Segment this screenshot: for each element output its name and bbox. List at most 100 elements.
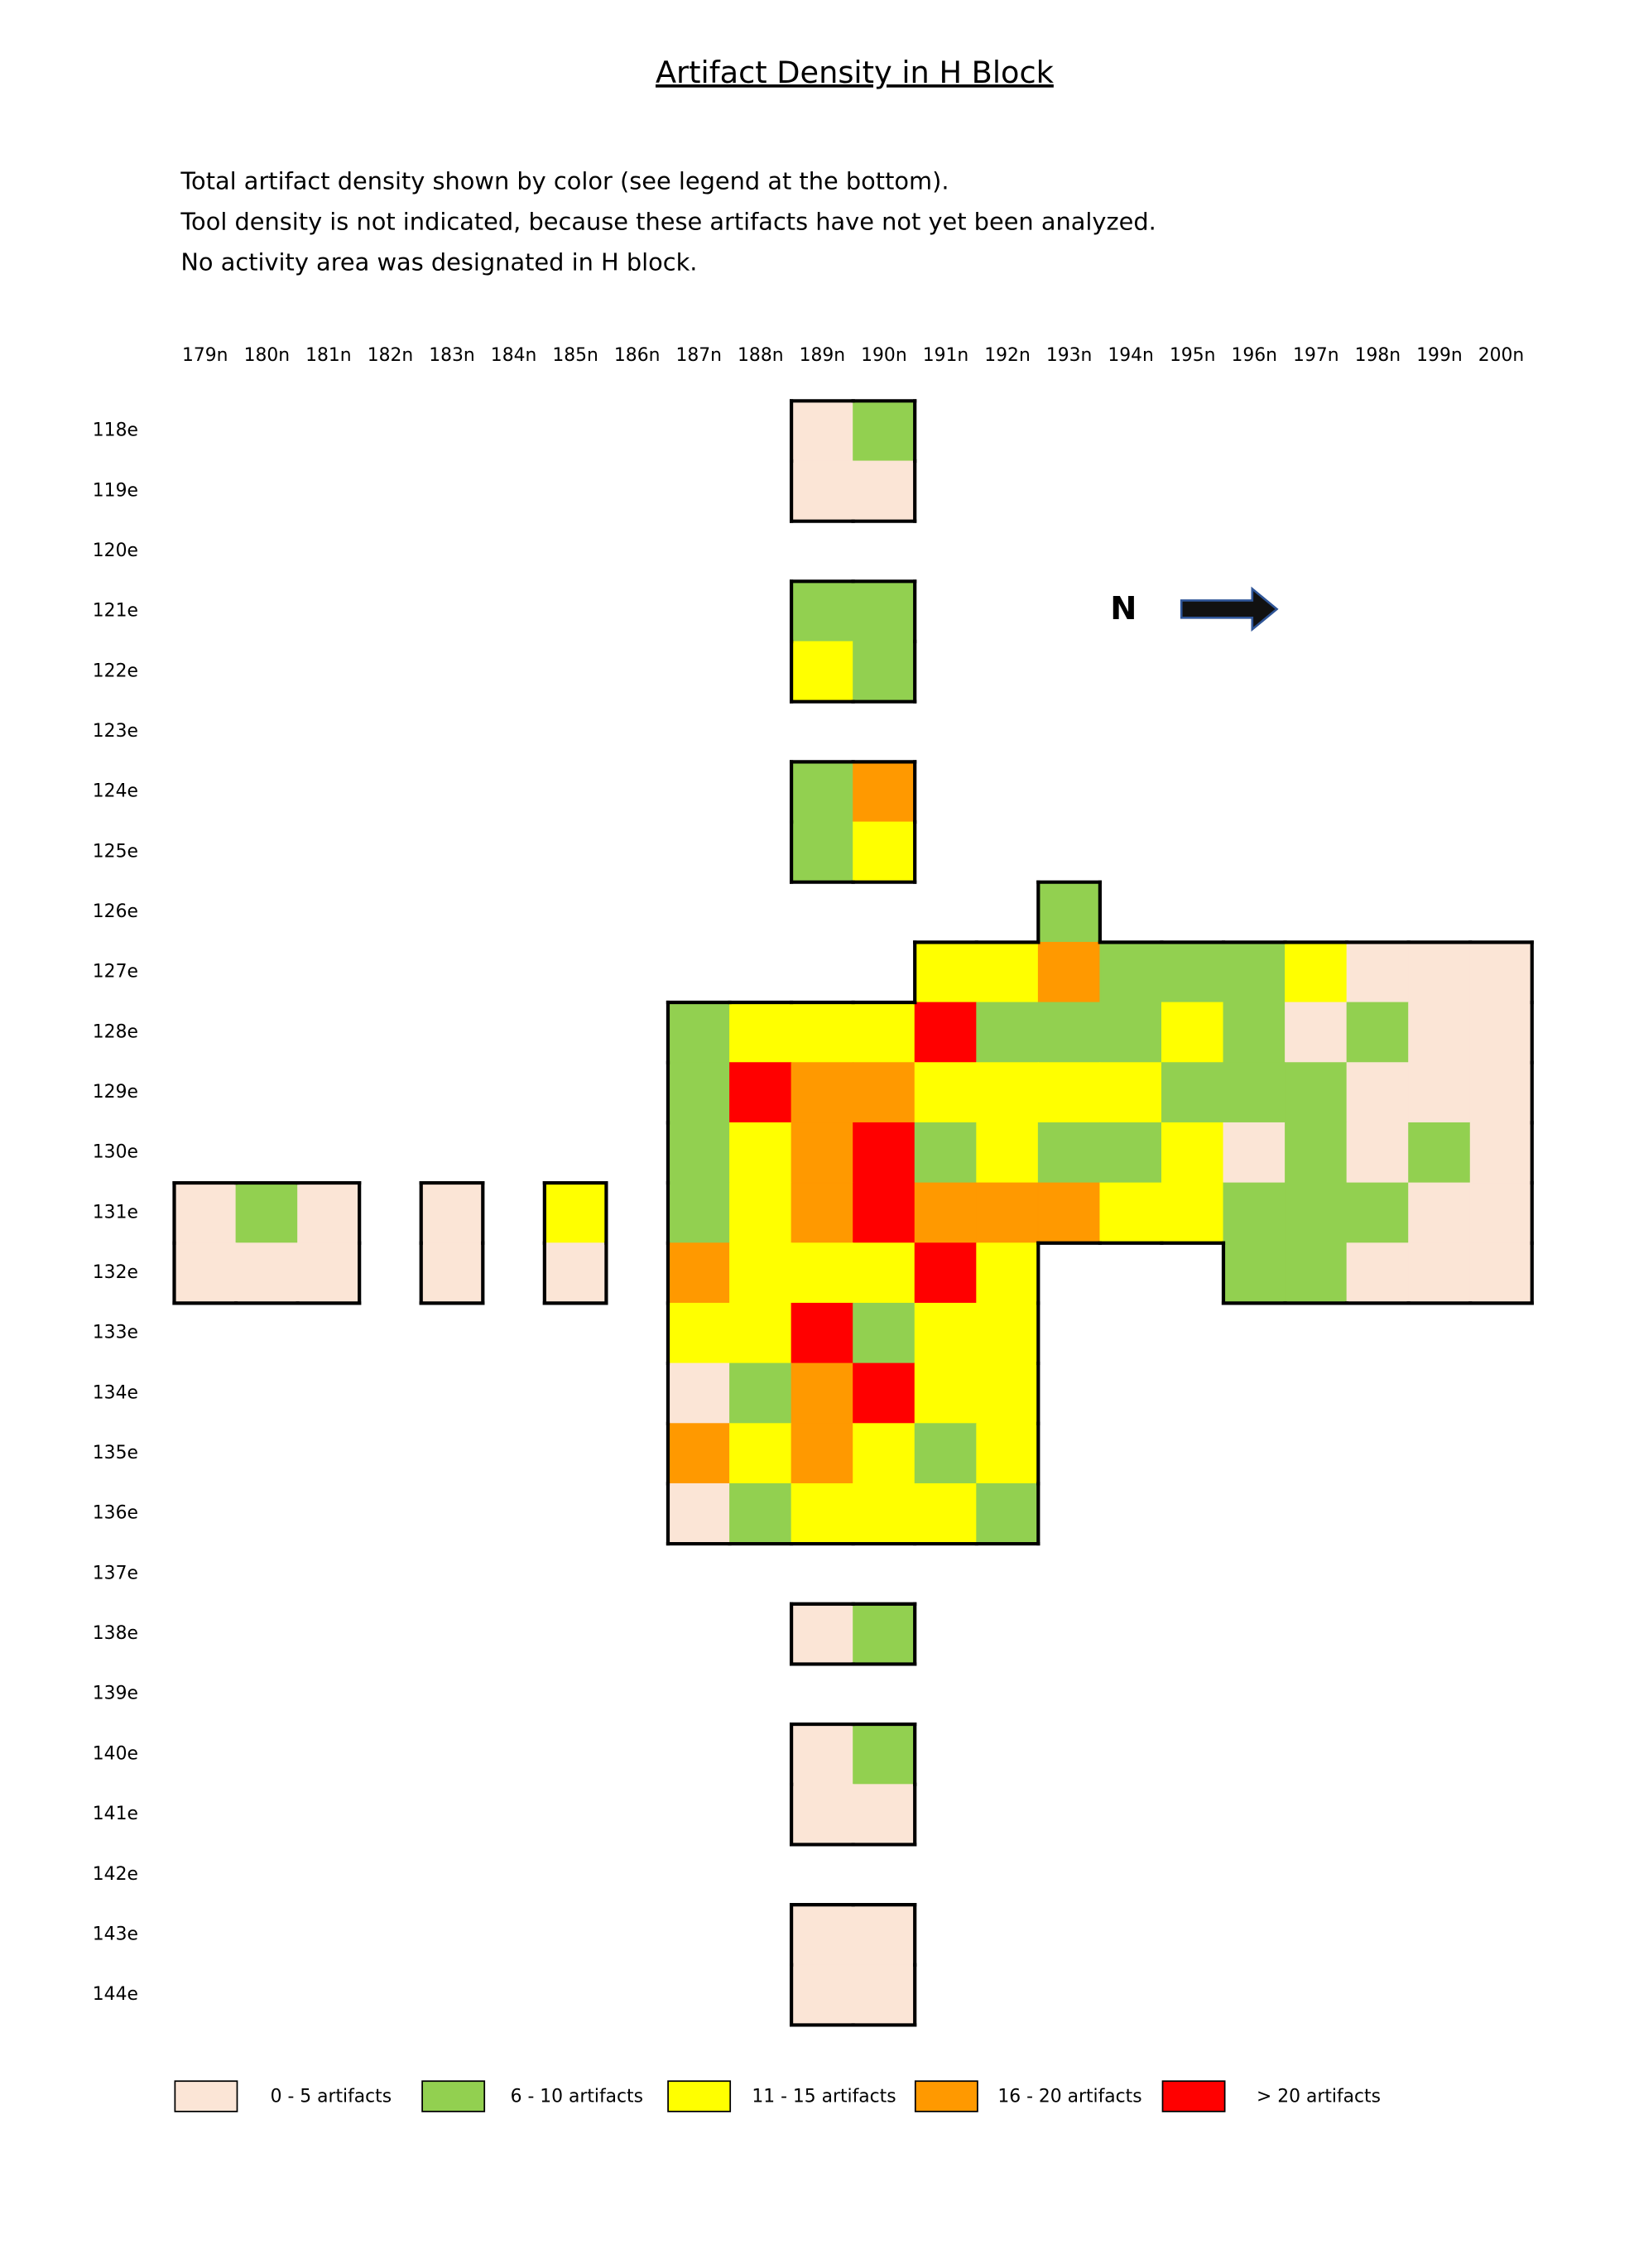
grid-cell [853,1002,916,1064]
grid-cell [174,1242,237,1304]
compass-label: N [1110,590,1137,627]
grid-cell [1099,941,1162,1003]
row-label: 126e [93,901,138,922]
grid-cell [1099,1062,1162,1123]
column-label: 193n [1046,345,1093,366]
grid-cell [729,1423,792,1484]
row-label: 128e [93,1021,138,1042]
grid-cell [791,1122,854,1184]
grid-cell [914,1182,978,1244]
legend-swatch [1161,2080,1226,2112]
grid-cell [667,1242,730,1304]
grid-cell [1223,1122,1286,1184]
grid-cell [667,1062,730,1123]
note: Total artifact density shown by color (s… [180,167,949,195]
grid-cell [914,1242,978,1304]
grid-cell [1408,1002,1471,1064]
grid-cell [729,1062,792,1123]
column-label: 186n [614,345,661,366]
legend-swatch [421,2080,486,2112]
grid-cell [1099,1182,1162,1244]
grid-cell [791,761,854,823]
row-label: 140e [93,1743,138,1764]
grid-cell [853,1784,916,1845]
grid-cell [1469,1242,1533,1304]
grid-cell [914,1482,978,1545]
grid-cell [853,1603,916,1665]
grid-cell [1346,941,1410,1003]
grid-cell [1408,1242,1471,1304]
legend-label: 6 - 10 artifacts [511,2086,643,2107]
grid-cell [1285,1002,1348,1064]
row-label: 130e [93,1142,138,1163]
note: Tool density is not indicated, because t… [180,207,1156,235]
grid-cell [1346,1002,1410,1064]
grid-cell [914,1302,978,1364]
row-label: 143e [93,1924,138,1944]
column-label: 182n [368,345,414,366]
grid-cell [976,941,1039,1003]
grid-cell [914,1423,978,1484]
legend-swatch [914,2080,978,2112]
column-label: 196n [1232,345,1278,366]
note: No activity area was designated in H blo… [180,247,697,276]
grid-cell [853,1122,916,1184]
grid-cell [1161,1062,1224,1123]
column-label: 180n [244,345,290,366]
grid-cell [297,1182,360,1244]
row-label: 136e [93,1503,138,1524]
grid-cell [914,941,978,1003]
grid-cell [791,1182,854,1244]
row-label: 129e [93,1082,138,1103]
grid-cell [544,1182,607,1244]
grid-cell [235,1182,299,1244]
row-label: 139e [93,1684,138,1704]
grid-cell [853,1182,916,1244]
grid-cell [1285,1242,1348,1304]
grid-cell [791,1603,854,1665]
grid-cell [729,1002,792,1064]
grid-cell [1161,1182,1224,1244]
grid-cell [235,1242,299,1304]
grid-cell [1408,1062,1471,1123]
row-label: 142e [93,1864,138,1885]
grid-cell [976,1302,1039,1364]
grid-cell [853,1723,916,1785]
grid-cell [976,1002,1039,1064]
grid-cell [1408,1182,1471,1244]
grid-cell [853,1062,916,1123]
grid-cell [853,641,916,703]
grid-cell [791,1964,854,2025]
grid-cell [1037,882,1101,943]
column-label: 179n [182,345,228,366]
grid-cell [667,1122,730,1184]
grid-cell [729,1122,792,1184]
grid-cell [914,1002,978,1064]
grid-cell [853,1423,916,1484]
row-label: 118e [93,420,138,441]
grid-cell [421,1242,483,1304]
row-label: 125e [93,841,138,862]
grid-cell [853,761,916,823]
grid-cell [853,1904,916,1966]
grid-cell [853,1242,916,1304]
grid-cell [1223,1002,1286,1064]
grid-cell [853,1302,916,1364]
grid-cell [1285,1122,1348,1184]
grid-cell [853,1964,916,2025]
grid-cell [544,1242,607,1304]
column-label: 194n [1108,345,1154,366]
column-label: 190n [861,345,907,366]
legend-label: 11 - 15 artifacts [752,2086,896,2107]
grid-cell [1469,1182,1533,1244]
grid-cell [976,1362,1039,1425]
row-label: 119e [93,480,138,501]
row-label: 138e [93,1623,138,1644]
grid-cell [1285,941,1348,1003]
grid-cell [729,1182,792,1244]
grid-cell [1037,1002,1101,1064]
grid-cell [1469,1002,1533,1064]
grid-cell [1285,1062,1348,1123]
grid-cell [1469,1122,1533,1184]
legend-swatch [667,2080,732,2112]
